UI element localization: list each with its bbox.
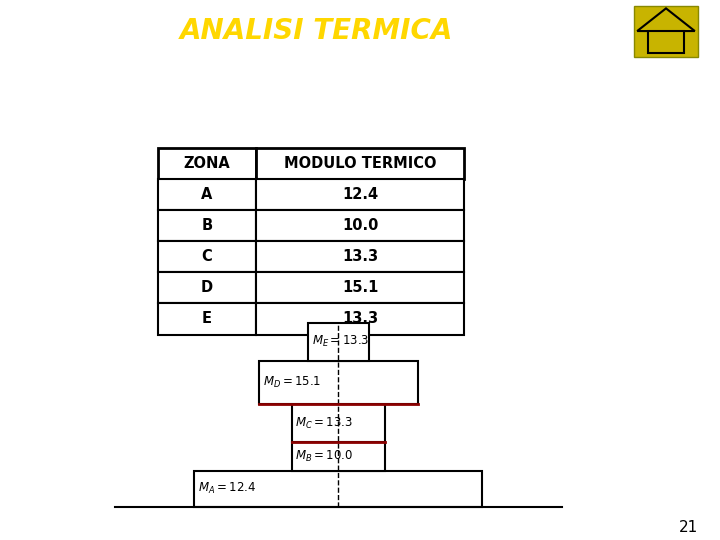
Bar — [158, 210, 256, 241]
Bar — [158, 272, 256, 303]
Bar — [256, 241, 464, 272]
Bar — [194, 471, 482, 507]
Text: E: E — [202, 312, 212, 327]
Bar — [292, 404, 385, 442]
Text: D: D — [201, 280, 213, 295]
Bar — [158, 179, 256, 210]
Bar — [158, 303, 256, 334]
Text: 13.3: 13.3 — [342, 249, 378, 265]
Text: ANALISI TERMICA: ANALISI TERMICA — [180, 17, 454, 45]
Text: A: A — [202, 187, 212, 202]
Bar — [648, 31, 684, 52]
Text: 15.1: 15.1 — [342, 280, 378, 295]
Bar — [158, 148, 256, 179]
Text: $M_{C}=13.3$: $M_{C}=13.3$ — [295, 416, 353, 431]
Text: 12.4: 12.4 — [342, 187, 378, 202]
Polygon shape — [637, 8, 695, 31]
Text: $M_{E}=13.3$: $M_{E}=13.3$ — [312, 334, 369, 349]
Bar — [292, 442, 385, 471]
Text: 13.3: 13.3 — [342, 312, 378, 327]
Text: C: C — [202, 249, 212, 265]
Text: $M_{A}=12.4$: $M_{A}=12.4$ — [198, 481, 256, 496]
Text: 21: 21 — [679, 520, 698, 535]
Text: ZONA: ZONA — [184, 156, 230, 171]
Bar — [256, 179, 464, 210]
Text: $M_{B}=10.0$: $M_{B}=10.0$ — [295, 449, 353, 464]
Bar — [256, 210, 464, 241]
Bar — [256, 148, 464, 179]
Text: $M_{D}=15.1$: $M_{D}=15.1$ — [263, 375, 321, 390]
Text: B: B — [202, 218, 212, 233]
Bar — [259, 361, 418, 404]
Bar — [256, 272, 464, 303]
Bar — [256, 303, 464, 334]
Text: 10.0: 10.0 — [342, 218, 378, 233]
Text: MODULO TERMICO: MODULO TERMICO — [284, 156, 436, 171]
Bar — [308, 323, 369, 361]
Bar — [158, 241, 256, 272]
